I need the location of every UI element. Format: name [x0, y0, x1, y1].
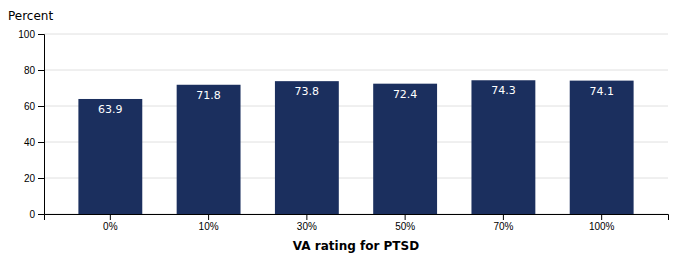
data-label: 74.3 [491, 84, 516, 97]
tick-label: 20 [24, 173, 36, 184]
tick: 0% [103, 214, 118, 232]
tick: 10% [199, 214, 219, 232]
grid-line [44, 34, 668, 35]
data-label: 71.8 [196, 89, 221, 102]
tick-mark [38, 214, 44, 215]
bars [78, 80, 633, 214]
tick: 30% [297, 214, 317, 232]
tick: 100% [589, 214, 615, 232]
tick-label: 0 [29, 209, 35, 220]
tick-label: 80 [24, 65, 36, 76]
y-axis-title: Percent [8, 9, 53, 23]
tick-label: 40 [24, 137, 36, 148]
x-axis-title: VA rating for PTSD [293, 239, 419, 253]
tick-label: 60 [24, 101, 36, 112]
data-label: 63.9 [98, 103, 123, 116]
tick: 80 [24, 65, 44, 76]
tick-mark [38, 178, 44, 179]
tick: 20 [24, 173, 44, 184]
bar [177, 85, 241, 214]
bar [471, 80, 535, 214]
tick-label: 50% [395, 221, 415, 232]
bar [570, 81, 634, 214]
data-label: 72.4 [393, 88, 418, 101]
tick-mark [208, 214, 209, 220]
tick-mark [38, 70, 44, 71]
tick-label: 30% [297, 221, 317, 232]
tick-mark [110, 214, 111, 220]
bar [373, 84, 437, 214]
data-label: 74.1 [589, 85, 614, 98]
tick-mark [38, 34, 44, 35]
tick: 70% [493, 214, 513, 232]
grid [44, 34, 668, 214]
tick-label: 10% [199, 221, 219, 232]
axis-line [38, 35, 45, 215]
grid-line [44, 70, 668, 71]
y-axis: 0 20 40 60 80 100 [18, 29, 44, 220]
tick-label: 100 [18, 29, 35, 40]
x-axis: 0% 10% 30% 50% 70% 100% [45, 214, 669, 232]
data-label: 73.8 [295, 85, 320, 98]
tick-mark [405, 214, 406, 220]
plot: 0 20 40 60 80 100 0% 10% 30% 50% 70% 100% 63.9 71.8 73… [18, 29, 668, 232]
chart: 0 20 40 60 80 100 0% 10% 30% 50% 70% 100% 63.9 71.8 73… [0, 0, 684, 258]
tick-mark [38, 106, 44, 107]
tick-mark [601, 214, 602, 220]
tick: 40 [24, 137, 44, 148]
tick-mark [503, 214, 504, 220]
tick: 50% [395, 214, 415, 232]
tick: 60 [24, 101, 44, 112]
axis-line [45, 215, 669, 221]
tick-label: 70% [493, 221, 513, 232]
tick-label: 0% [103, 221, 118, 232]
tick-mark [38, 142, 44, 143]
data-labels: 63.9 71.8 73.8 72.4 74.3 74.1 [98, 84, 614, 116]
tick-mark [306, 214, 307, 220]
tick: 0 [29, 209, 44, 220]
bar [275, 81, 339, 214]
tick: 100 [18, 29, 44, 40]
bar [78, 99, 142, 214]
tick-label: 100% [589, 221, 615, 232]
